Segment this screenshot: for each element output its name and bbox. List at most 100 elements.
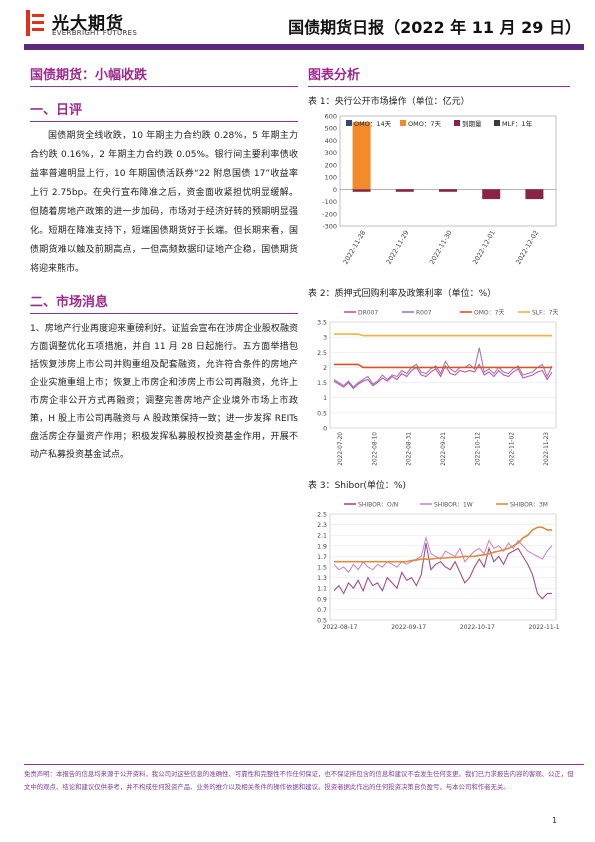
main-headline: 国债期货：小幅收跌 [30,68,148,83]
section-underline [30,313,298,314]
y-tick-label: 0.9 [317,596,327,603]
section-market-news-title: 二、市场消息 [30,295,109,310]
footer-divider [24,764,584,765]
legend-swatch [454,120,460,126]
legend-label: SLF：7天 [532,310,558,317]
x-tick-label: 2022-11-02 [510,432,516,466]
y-tick-label: 2.5 [317,350,327,357]
bar-2-1 [395,189,414,192]
repo-rate-chart: 3.5 3 2.5 2 1.5 1 0.5 0 2022-07-20 2022-08-10 2022… [317,310,558,466]
y-tick-label: 2.3 [317,522,327,529]
series-line-0 [333,363,553,390]
y-tick-label: 0.5 [317,410,327,417]
bar-2-3 [482,189,501,200]
x-tick-label: 2022-09-17 [391,624,426,631]
x-tick-label: 2022-11-29 [385,229,411,266]
legend-label: SHIBOR：3M [510,502,548,509]
y-tick-label: 600 [325,113,337,121]
headline-underline [30,86,298,87]
report-title: 国债期货日报（2022 年 11 月 29 日） [288,18,581,37]
chart-analysis-title: 图表分析 [308,68,361,83]
y-tick-label: -300 [322,223,337,231]
x-tick-label: 2022-08-31 [407,432,413,466]
x-tick-label: 2022-08-10 [372,432,378,466]
bar-2-0 [352,189,371,192]
y-tick-label: 1.5 [317,565,327,572]
y-tick-label: 0 [323,426,327,433]
x-tick-label: 2022-12-02 [514,229,540,266]
y-tick-label: 300 [325,149,337,157]
header-divider-bar [24,44,584,50]
legend-label: SHIBOR：O/N [358,502,398,509]
y-tick-label: 400 [325,137,337,145]
x-tick-label: 2022-12-01 [471,229,497,266]
legend-swatch [494,120,500,126]
x-tick-label: 2022-11-28 [342,229,368,266]
market-news-paragraph: 1、房地产行业再度迎来重磅利好。证监会宣布在涉房企业股权融资方面调整优化五项措施… [30,324,298,460]
table1-caption: 表 1：央行公开市场操作（单位：亿元） [308,97,470,107]
series-line-2 [334,363,552,369]
shibor-chart: 2.5 2.3 2.1 1.9 1.7 1.5 1.3 1.1 0.9 0.7 0.52022-08… [317,502,560,632]
series-line-2 [334,526,552,563]
y-tick-label: -100 [322,198,337,206]
bar-2-4 [525,189,544,200]
y-tick-label: 1.3 [317,575,327,582]
x-tick-label: 2022-10-12 [475,432,481,466]
y-tick-label: 3 [323,335,327,342]
table2-caption: 表 2：质押式回购利率及政策利率（单位：%） [308,289,497,299]
daily-review-paragraph: 国债期货全线收跌，10 年期主力合约跌 0.28%，5 年期主力合约跌 0.16… [30,131,298,274]
y-tick-label: 200 [325,161,337,169]
y-tick-label: 1.5 [317,380,327,387]
left-column: 国债期货：小幅收跌 一、日评 国债期货全线收跌，10 年期主力合约跌 0.28%… [30,60,298,464]
section-underline [308,86,570,87]
disclaimer-text: 免责声明：本报告的信息均来源于公开资料，我公司对这些信息的准确性、可靠性和完整性… [24,770,574,791]
y-tick-label: 0 [333,186,337,194]
legend-label: OMO：7天 [474,310,504,317]
legend-label: SHIBOR：1W [434,502,473,509]
x-tick-label: 2022-07-20 [338,432,344,466]
legend-swatch [346,120,352,126]
x-tick-label: 2022-09-21 [441,432,447,466]
y-tick-label: 2 [323,365,327,372]
table3-caption: 表 3：Shibor(单位：%) [308,481,406,491]
x-tick-label: 2022-10-17 [460,624,495,631]
everbright-logo-icon [24,8,46,38]
legend-label: 到期量 [462,120,482,128]
page-number: 1 [552,816,558,825]
y-tick-label: 3.5 [317,320,327,327]
x-tick-label: 2022-08-17 [323,624,358,631]
plot-frame [339,115,557,227]
y-tick-label: 0.7 [317,607,327,614]
plot-frame [329,321,557,429]
y-tick-label: 0.5 [317,618,327,625]
right-column: 图表分析 [308,60,570,87]
y-tick-label: 2.1 [317,533,327,540]
legend-label: R007 [416,310,432,317]
legend-swatch [400,120,406,126]
x-tick-label: 2022-11-30 [428,229,454,266]
y-tick-label: 2.5 [317,512,327,519]
y-tick-label: 1.1 [317,586,327,593]
logo-english-name: EVERBRIGHT FUTURES [52,29,138,37]
y-tick-label: 1.9 [317,543,327,550]
legend-label: MLF：1年 [502,119,533,128]
legend-label: DR007 [358,310,378,317]
series-line-3 [334,333,552,337]
y-tick-label: 1 [323,395,327,402]
y-tick-label: -200 [322,210,337,218]
series-line-0 [333,543,552,600]
y-tick-label: 100 [325,174,337,182]
legend-label: OMO：7天 [408,120,441,128]
legend-label: OMO：14天 [354,120,392,128]
open-market-operations-chart: 600 500 400 300 200 100 0 -100 -200 -300 2022-11-2… [322,113,557,266]
x-tick-label: 2022-11-17 [529,624,560,631]
section-daily-review-title: 一、日评 [30,103,83,118]
logo-chinese-name: 光大期货 [52,14,124,34]
bar-1-0 [352,122,371,190]
report-header: 光大期货 EVERBRIGHT FUTURES 国债期货日报（2022 年 11… [0,0,595,52]
y-tick-label: 1.7 [317,554,327,561]
section-underline [30,121,298,122]
y-tick-label: 500 [325,125,337,133]
x-tick-label: 2022-11-23 [544,432,550,466]
